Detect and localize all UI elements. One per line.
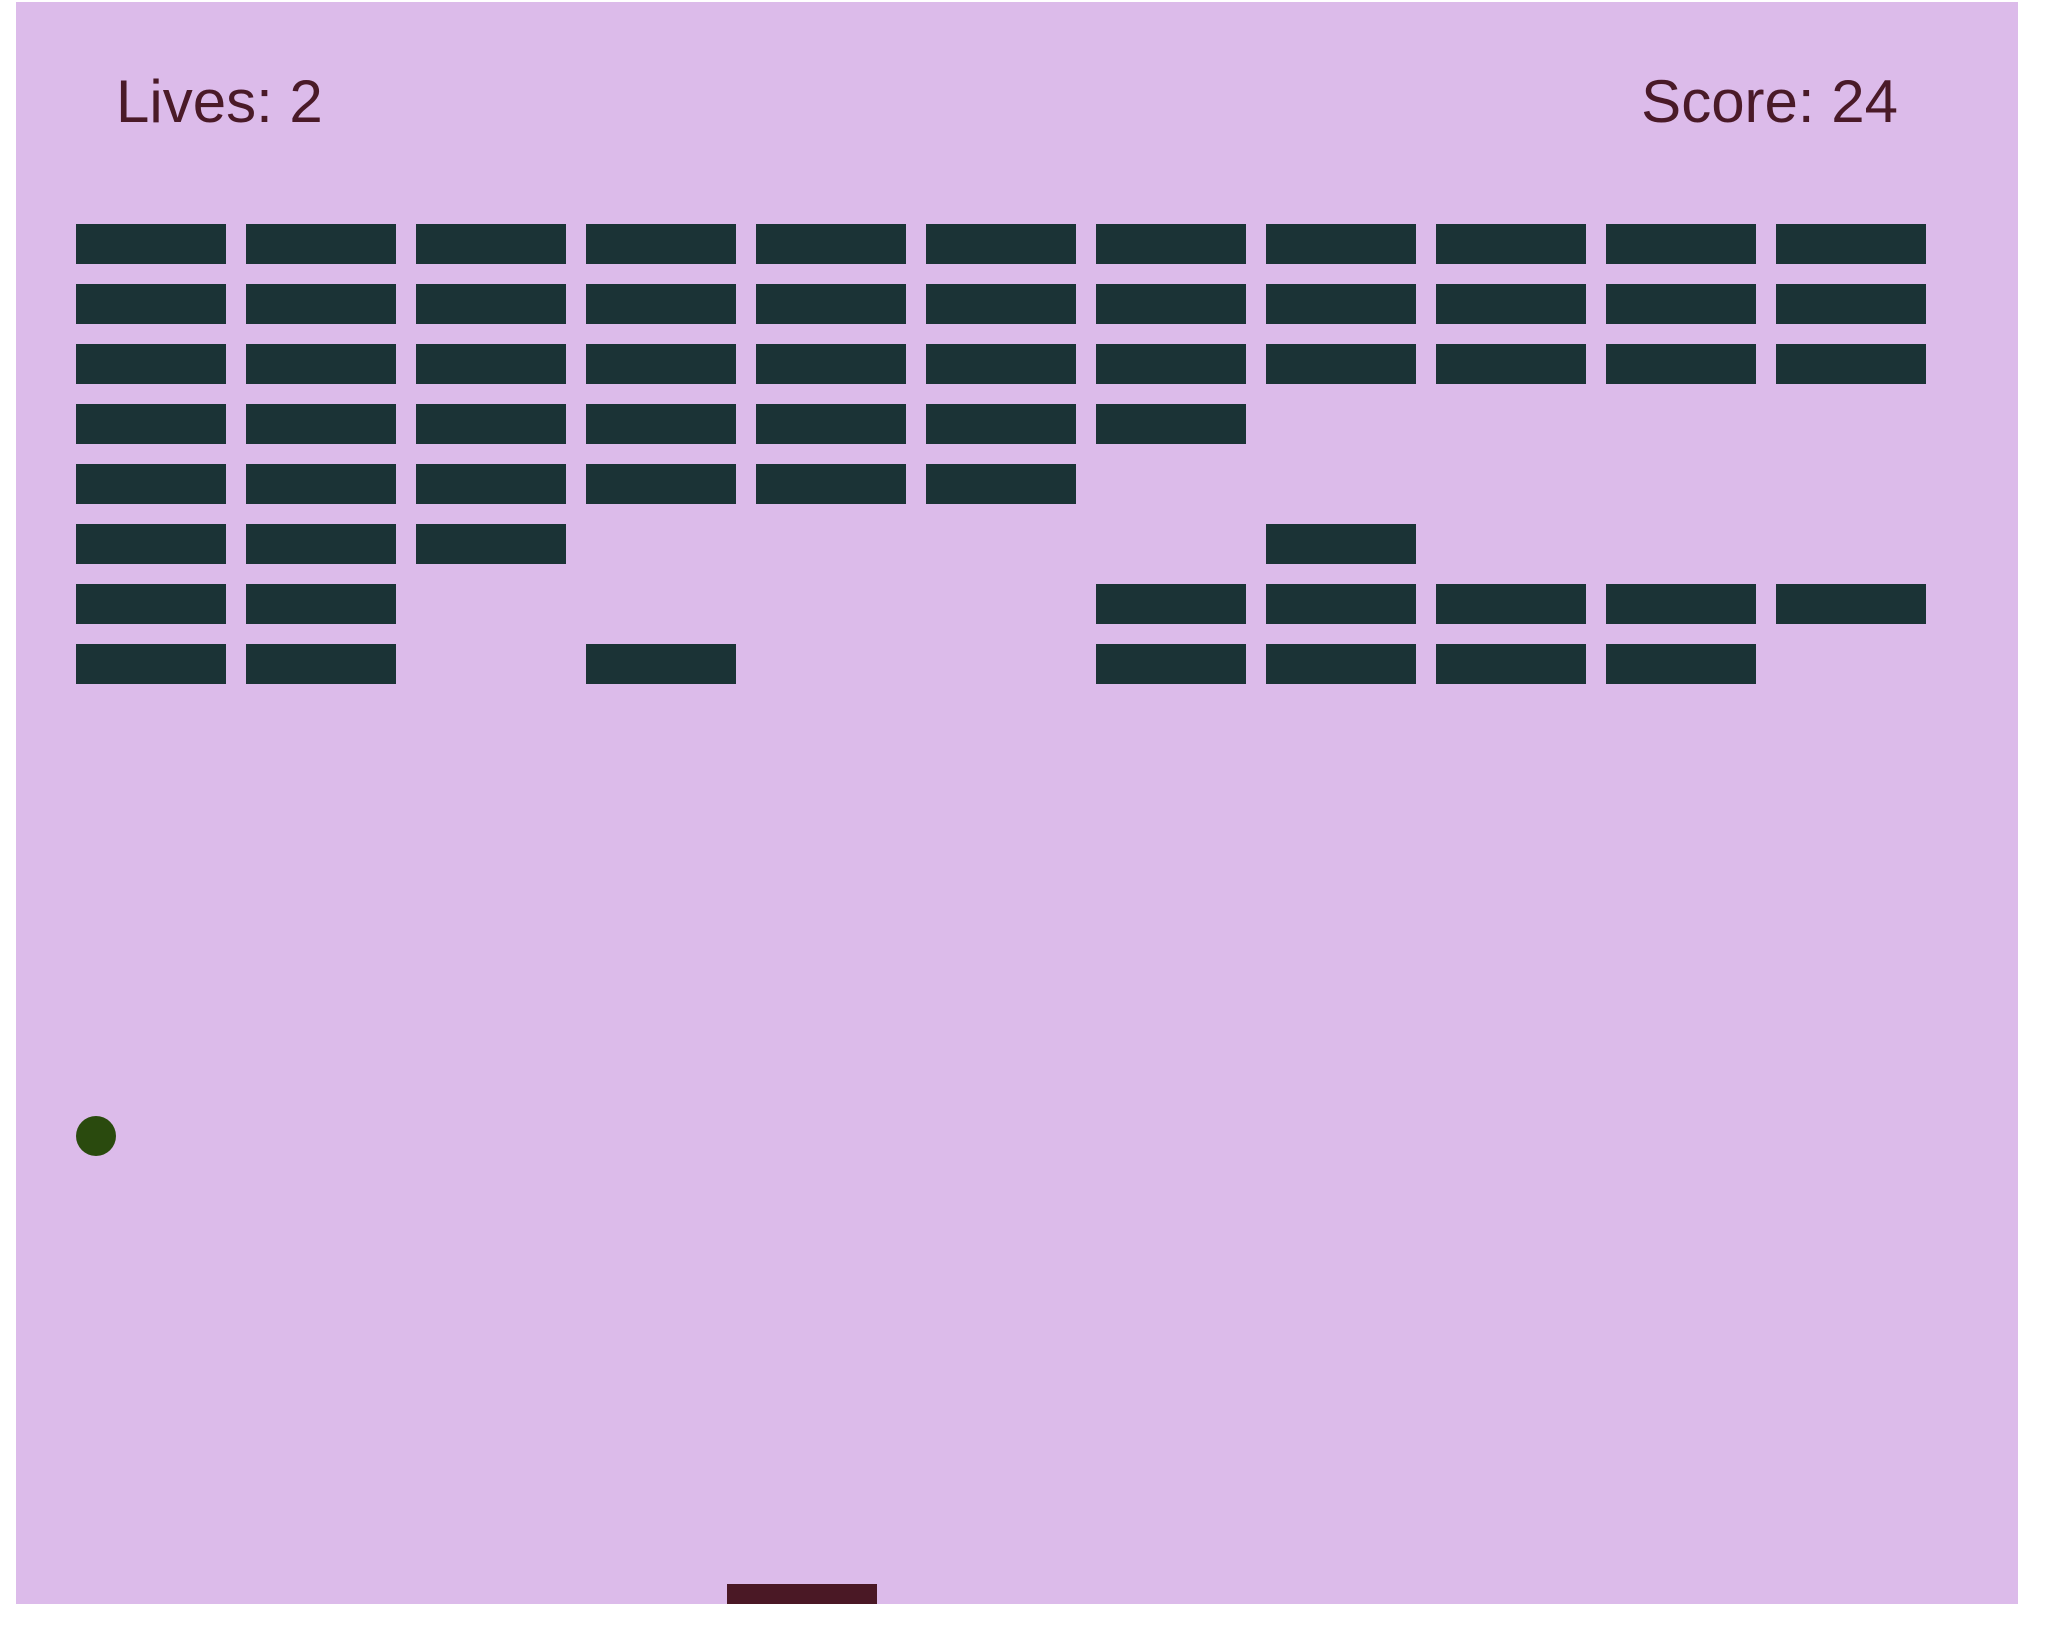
brick: [246, 284, 396, 324]
brick: [416, 404, 566, 444]
brick: [1776, 284, 1926, 324]
brick: [1266, 224, 1416, 264]
brick: [246, 224, 396, 264]
brick: [1266, 284, 1416, 324]
brick: [416, 464, 566, 504]
brick: [1436, 344, 1586, 384]
brick: [76, 404, 226, 444]
brick: [926, 464, 1076, 504]
brick: [926, 284, 1076, 324]
brick: [76, 584, 226, 624]
brick: [76, 524, 226, 564]
brick: [1606, 224, 1756, 264]
brick: [586, 644, 736, 684]
brick: [756, 404, 906, 444]
lives-counter: Lives: 2: [116, 68, 323, 135]
brick: [586, 344, 736, 384]
brick: [1266, 584, 1416, 624]
brick: [246, 644, 396, 684]
brick: [1606, 344, 1756, 384]
brick: [246, 524, 396, 564]
brick: [1266, 344, 1416, 384]
brick: [1096, 284, 1246, 324]
brick: [926, 224, 1076, 264]
brick: [416, 344, 566, 384]
score-counter: Score: 24: [1641, 68, 1898, 135]
brick: [1266, 524, 1416, 564]
brick: [756, 224, 906, 264]
brick: [1436, 644, 1586, 684]
brick: [76, 464, 226, 504]
brick: [1096, 404, 1246, 444]
game-canvas[interactable]: Lives: 2 Score: 24: [16, 2, 2018, 1604]
brick: [1776, 344, 1926, 384]
brick: [416, 224, 566, 264]
brick: [1096, 344, 1246, 384]
paddle[interactable]: [727, 1584, 877, 1604]
brick: [1436, 584, 1586, 624]
brick: [586, 464, 736, 504]
brick: [76, 284, 226, 324]
brick: [1096, 224, 1246, 264]
brick: [756, 284, 906, 324]
brick: [1436, 224, 1586, 264]
brick: [246, 344, 396, 384]
brick: [76, 224, 226, 264]
brick: [1096, 644, 1246, 684]
brick: [1096, 584, 1246, 624]
brick: [586, 404, 736, 444]
brick: [1266, 644, 1416, 684]
brick: [246, 584, 396, 624]
brick: [1436, 284, 1586, 324]
brick: [76, 644, 226, 684]
brick: [926, 404, 1076, 444]
brick: [1606, 644, 1756, 684]
brick: [756, 464, 906, 504]
brick: [1606, 284, 1756, 324]
brick: [926, 344, 1076, 384]
brick: [1776, 224, 1926, 264]
brick: [416, 284, 566, 324]
brick: [76, 344, 226, 384]
brick: [1606, 584, 1756, 624]
brick: [586, 284, 736, 324]
brick: [586, 224, 736, 264]
brick: [756, 344, 906, 384]
brick: [1776, 584, 1926, 624]
brick: [246, 464, 396, 504]
ball: [76, 1116, 116, 1156]
brick: [246, 404, 396, 444]
brick: [416, 524, 566, 564]
